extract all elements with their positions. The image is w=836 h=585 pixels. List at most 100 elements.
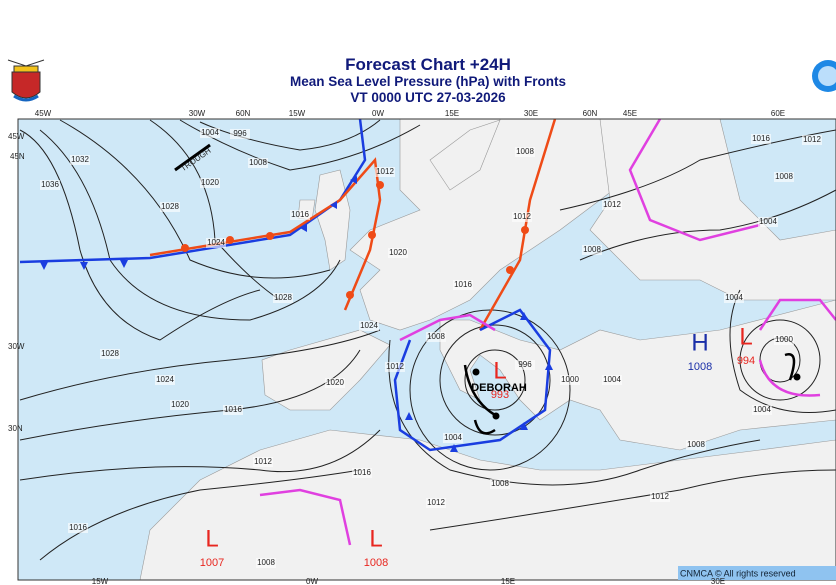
pressure-center-value: 993 xyxy=(491,389,509,401)
isobar-label-bg xyxy=(774,335,794,345)
isobar-label: 1020 xyxy=(171,400,189,409)
isobar-label: 1012 xyxy=(603,200,621,209)
isobar-label-bg xyxy=(325,378,345,388)
isobar-label-bg xyxy=(758,217,778,227)
isobar-label-bg xyxy=(751,134,771,144)
grid-label: 30E xyxy=(524,109,538,118)
isobar-label-bg xyxy=(426,332,446,342)
isobar-label: 1024 xyxy=(207,238,225,247)
isobar-label: 1024 xyxy=(156,375,174,384)
pressure-center-value: 994 xyxy=(737,355,755,367)
isobar-label-bg xyxy=(443,433,463,443)
isobar-label-bg xyxy=(686,440,706,450)
isobar-label-bg xyxy=(802,135,822,145)
isobar-label: 1008 xyxy=(427,332,445,341)
isobar-label-bg xyxy=(352,468,372,478)
subtitle: Mean Sea Level Pressure (hPa) with Front… xyxy=(290,74,566,89)
isobar-label-bg xyxy=(68,523,88,533)
isobar-label: 1004 xyxy=(725,293,743,302)
isobar-label-bg xyxy=(223,405,243,415)
isobar-label-bg xyxy=(515,360,535,370)
isobar-label: 1012 xyxy=(651,492,669,501)
isobar-label-bg xyxy=(170,400,190,410)
isobar-label-bg xyxy=(230,129,250,139)
isobar-label: 1008 xyxy=(687,440,705,449)
isobar-label: 1028 xyxy=(161,202,179,211)
grid-label: 60E xyxy=(771,109,785,118)
isobar-label-bg xyxy=(602,375,622,385)
isobar-label: 1008 xyxy=(257,558,275,567)
grid-label: 60N xyxy=(583,109,598,118)
isobar-label: 1016 xyxy=(454,280,472,289)
grid-label: 30N xyxy=(8,424,23,433)
isobar-label-bg xyxy=(388,248,408,258)
isobar-label-bg xyxy=(774,172,794,182)
isobar-label: 1028 xyxy=(274,293,292,302)
isobar-label: 1008 xyxy=(583,245,601,254)
isobar-label: 996 xyxy=(233,129,247,138)
isobar-label-bg xyxy=(359,321,379,331)
isobar-label: 1012 xyxy=(513,212,531,221)
isobar-label: 1004 xyxy=(753,405,771,414)
isobar-label-bg xyxy=(206,238,226,248)
isobar-label: 1004 xyxy=(603,375,621,384)
isobar-label-bg xyxy=(256,558,276,568)
grid-label: 15W xyxy=(289,109,306,118)
grid-label: 0W xyxy=(306,577,318,585)
valid-time: VT 0000 UTC 27-03-2026 xyxy=(350,90,506,105)
isobar-label: 1000 xyxy=(775,335,793,344)
title: Forecast Chart +24H xyxy=(345,55,511,74)
pressure-center-letter: L xyxy=(205,525,218,552)
grid-label: 45N xyxy=(10,152,25,161)
isobar-label-bg xyxy=(248,158,268,168)
isobar-label: 1012 xyxy=(427,498,445,507)
map-area xyxy=(18,119,836,580)
isobar-label-bg xyxy=(200,178,220,188)
isobar-label-bg xyxy=(453,280,473,290)
isobar-label: 1012 xyxy=(386,362,404,371)
isobar-label: 1028 xyxy=(101,349,119,358)
grid-label: 45W xyxy=(35,109,52,118)
logo-right xyxy=(812,60,836,92)
isobar-label: 1024 xyxy=(360,321,378,330)
isobar-label-bg xyxy=(650,492,670,502)
isobar-label: 1020 xyxy=(326,378,344,387)
pressure-center-value: 1008 xyxy=(364,557,388,569)
isobar-label: 1008 xyxy=(491,479,509,488)
copyright: CNMCA © All rights reserved xyxy=(680,568,796,578)
logo-left xyxy=(7,59,45,102)
isobar-label: 1008 xyxy=(249,158,267,167)
isobar-label-bg xyxy=(40,180,60,190)
isobar-label-bg xyxy=(253,457,273,467)
isobar-label: 1016 xyxy=(353,468,371,477)
grid-label: 0W xyxy=(372,109,384,118)
isobar-label: 1004 xyxy=(759,217,777,226)
pressure-center-letter: L xyxy=(739,323,752,350)
isobar-label: 1032 xyxy=(71,155,89,164)
isobar-label-bg xyxy=(200,128,220,138)
isobar-label-bg xyxy=(426,498,446,508)
grid-label: 30W xyxy=(189,109,206,118)
pressure-center-letter: L xyxy=(369,525,382,552)
isobar-label-bg xyxy=(385,362,405,372)
pressure-center-letter: L xyxy=(493,357,506,384)
pressure-center-value: 1007 xyxy=(200,557,224,569)
grid-label: 45E xyxy=(623,109,637,118)
isobar-label-bg xyxy=(512,212,532,222)
copyright-box xyxy=(678,566,836,580)
isobar-label: 1016 xyxy=(69,523,87,532)
grid-label: 45W xyxy=(8,132,25,141)
isobar-label-bg xyxy=(582,245,602,255)
isobar-label: 1012 xyxy=(254,457,272,466)
storm-name: DEBORAH xyxy=(471,382,527,394)
map-frame xyxy=(17,118,836,581)
isobar-label-bg xyxy=(724,293,744,303)
isobar-label-bg xyxy=(752,405,772,415)
isobar-label: 1008 xyxy=(516,147,534,156)
grid-label: 15E xyxy=(445,109,459,118)
isobar-label: 1016 xyxy=(224,405,242,414)
isobar-label: 1004 xyxy=(201,128,219,137)
isobar-label: 996 xyxy=(518,360,532,369)
grid-label: 15E xyxy=(501,577,515,585)
